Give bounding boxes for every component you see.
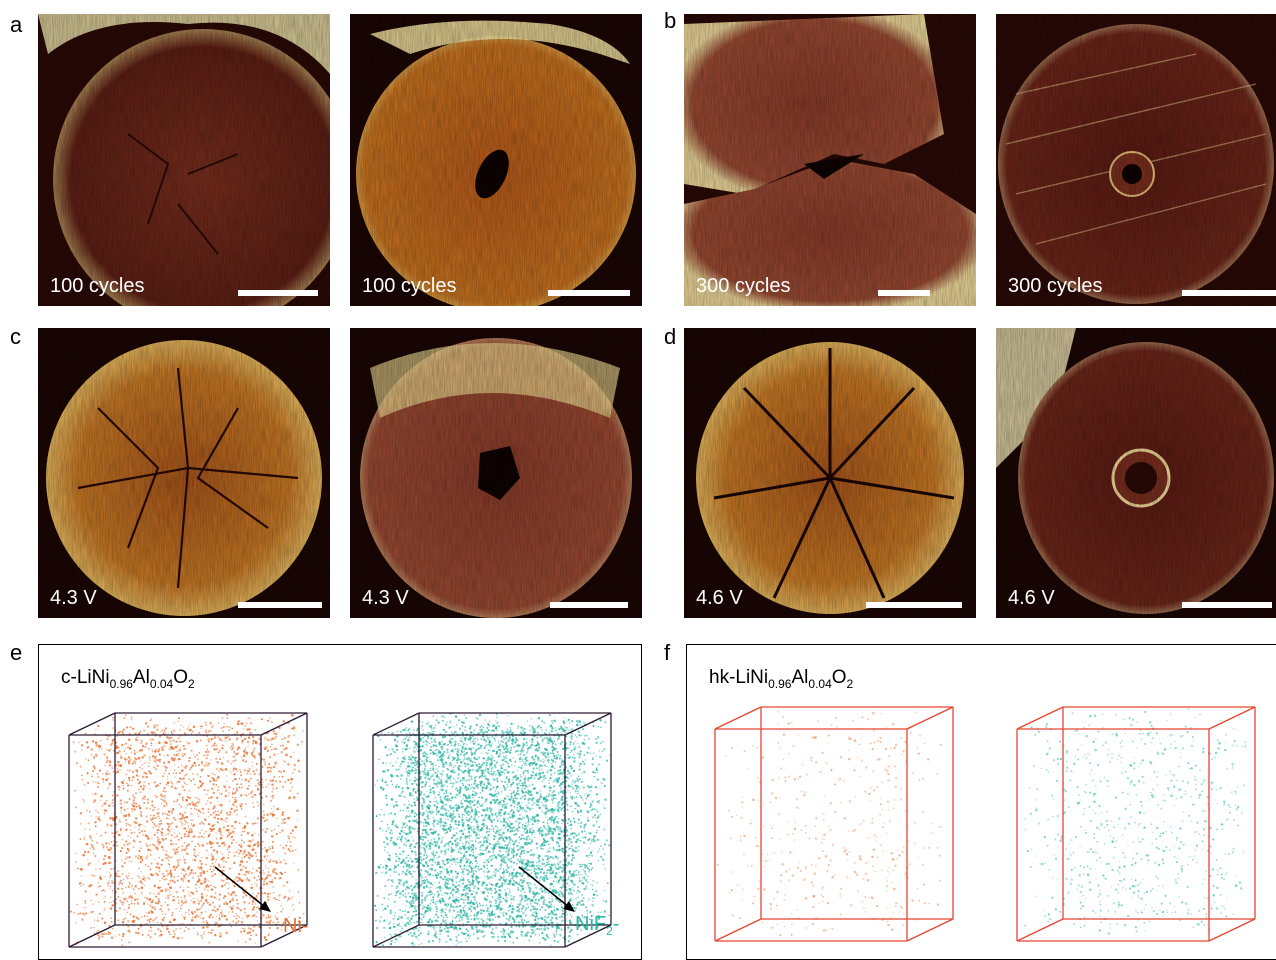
condition-label: 300 cycles (1008, 275, 1103, 297)
scale-bar (238, 602, 322, 608)
scale-bar (550, 602, 628, 608)
ni-cube (65, 711, 315, 957)
condition-label: 100 cycles (362, 275, 457, 297)
ni-ion-label: Ni- (283, 915, 309, 937)
scale-bar (1182, 602, 1272, 608)
nif2-ion-label: NiF2- (575, 913, 620, 938)
panel-f-title: hk-LiNi0.96Al0.04O2 (709, 667, 854, 691)
panel-e-title: c-LiNi0.96Al0.04O2 (61, 667, 195, 691)
scale-bar (866, 602, 962, 608)
sem-image-a-right: 100 cycles (350, 14, 642, 306)
sem-image-d-left: 4.6 V (684, 328, 976, 618)
panel-letter-d: d (664, 324, 677, 349)
ni-cube-hk (711, 705, 961, 951)
apt-panel-e: c-LiNi0.96Al0.04O2 Ni- NiF2- (38, 644, 642, 960)
sem-image-b-right: 300 cycles (996, 14, 1276, 306)
nif2-cube (369, 711, 619, 957)
sem-image-a-left: 100 cycles (38, 14, 330, 306)
condition-label: 4.3 V (50, 587, 97, 609)
condition-label: 100 cycles (50, 275, 145, 297)
condition-label: 4.6 V (1008, 587, 1055, 609)
condition-label: 4.6 V (696, 587, 743, 609)
panel-letter-c: c (10, 324, 21, 349)
panel-letter-e: e (10, 640, 23, 665)
sem-image-c-right: 4.3 V (350, 328, 642, 618)
scale-bar (1182, 290, 1276, 296)
nif2-cube-hk (1013, 705, 1263, 951)
panel-letter-b: b (664, 8, 677, 33)
sem-image-b-left: 300 cycles (684, 14, 976, 306)
sem-image-c-left: 4.3 V (38, 328, 330, 618)
scale-bar (548, 290, 630, 296)
panel-letter-a: a (10, 12, 23, 37)
condition-label: 300 cycles (696, 275, 791, 297)
scale-bar (878, 290, 930, 296)
apt-panel-f: hk-LiNi0.96Al0.04O2 (686, 644, 1276, 960)
scale-bar (238, 290, 318, 296)
condition-label: 4.3 V (362, 587, 409, 609)
panel-letter-f: f (664, 640, 671, 665)
sem-image-d-right: 4.6 V (996, 328, 1276, 618)
